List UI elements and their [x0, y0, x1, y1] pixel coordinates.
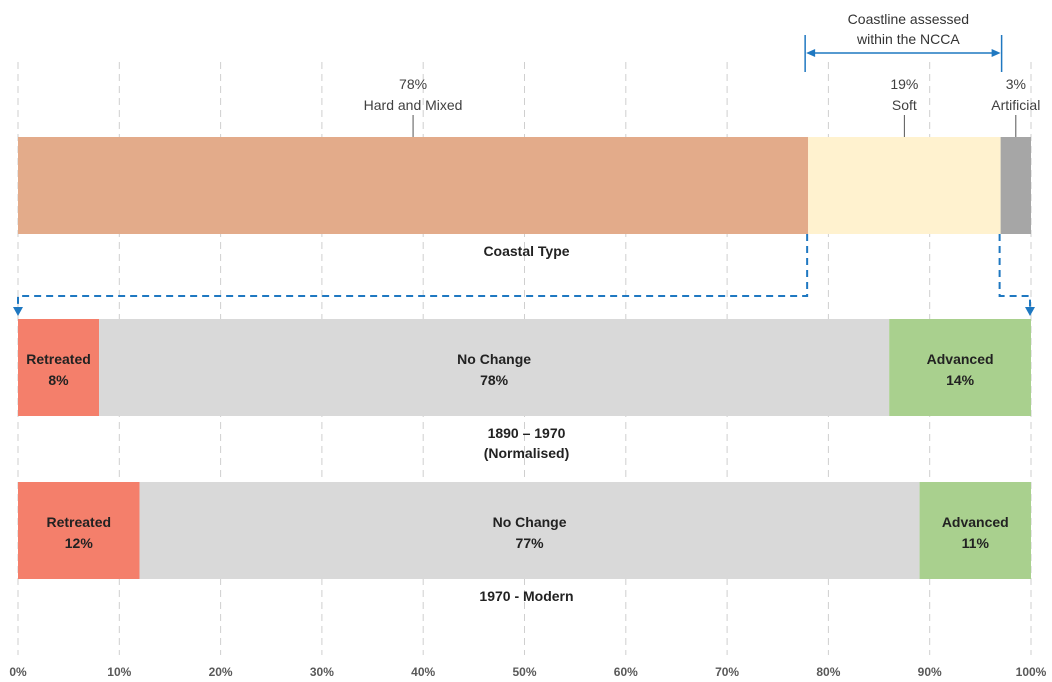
segment-label: Artificial: [991, 97, 1040, 113]
bar-caption: 1970 - Modern: [479, 588, 573, 604]
segment-value-label: 78%: [399, 76, 427, 92]
bar-segment: [18, 482, 140, 579]
segment-value-label: 8%: [48, 372, 69, 388]
segment-label: Hard and Mixed: [364, 97, 463, 113]
bar-segment: [99, 319, 890, 416]
segment-label: No Change: [493, 514, 567, 530]
segment-value-label: 78%: [480, 372, 509, 388]
stacked-bars: [18, 137, 1031, 579]
bar-segment: [18, 137, 809, 234]
connector-arrowhead: [13, 307, 23, 316]
bar-segment: [139, 482, 920, 579]
segment-value-label: 11%: [962, 535, 990, 551]
bar-caption-sub: (Normalised): [484, 445, 570, 461]
bar-caption: 1890 – 1970: [488, 425, 566, 441]
ncca-connectors: [13, 234, 1035, 316]
segment-labels: 78% Hard and Mixed 19% Soft 3% Artificial Retr…: [26, 76, 1040, 551]
segment-value-label: 19%: [890, 76, 918, 92]
ncca-annotation: Coastline assessed within the NCCA: [804, 11, 1003, 72]
segment-label: Soft: [892, 97, 917, 113]
x-axis-ticks: 0% 10% 20% 30% 40% 50% 60% 70% 80% 90% 100%: [9, 665, 1046, 679]
segment-label: Advanced: [927, 351, 994, 367]
x-tick-label: 30%: [310, 665, 334, 679]
connector-right: [998, 234, 1031, 308]
bar-segment: [919, 482, 1031, 579]
annotation-text: within the NCCA: [856, 31, 960, 47]
segment-value-label: 77%: [516, 535, 545, 551]
segment-label: Retreated: [26, 351, 91, 367]
x-tick-label: 10%: [107, 665, 131, 679]
annotation-text: Coastline assessed: [848, 11, 969, 27]
x-tick-label: 50%: [512, 665, 536, 679]
x-tick-label: 0%: [9, 665, 27, 679]
segment-label: Retreated: [46, 514, 111, 530]
segment-label: No Change: [457, 351, 531, 367]
bar-captions: Coastal Type 1890 – 1970 (Normalised) 1970 …: [479, 243, 573, 604]
x-tick-label: 90%: [918, 665, 942, 679]
bar-caption: Coastal Type: [483, 243, 569, 259]
bar-segment: [889, 319, 1031, 416]
x-tick-label: 80%: [816, 665, 840, 679]
x-tick-label: 100%: [1016, 665, 1047, 679]
x-tick-label: 20%: [209, 665, 233, 679]
x-tick-label: 70%: [715, 665, 739, 679]
annotation-arrowhead: [806, 49, 816, 57]
bar-segment: [808, 137, 1001, 234]
bar-segment: [1000, 137, 1031, 234]
x-tick-label: 60%: [614, 665, 638, 679]
annotation-arrowhead: [991, 49, 1001, 57]
connector-arrowhead: [1025, 307, 1035, 316]
segment-value-label: 12%: [65, 535, 94, 551]
x-tick-label: 40%: [411, 665, 435, 679]
bar-segment: [18, 319, 100, 416]
segment-value-label: 3%: [1006, 76, 1026, 92]
connector-left: [17, 234, 809, 308]
segment-value-label: 14%: [946, 372, 975, 388]
segment-label: Advanced: [942, 514, 1009, 530]
